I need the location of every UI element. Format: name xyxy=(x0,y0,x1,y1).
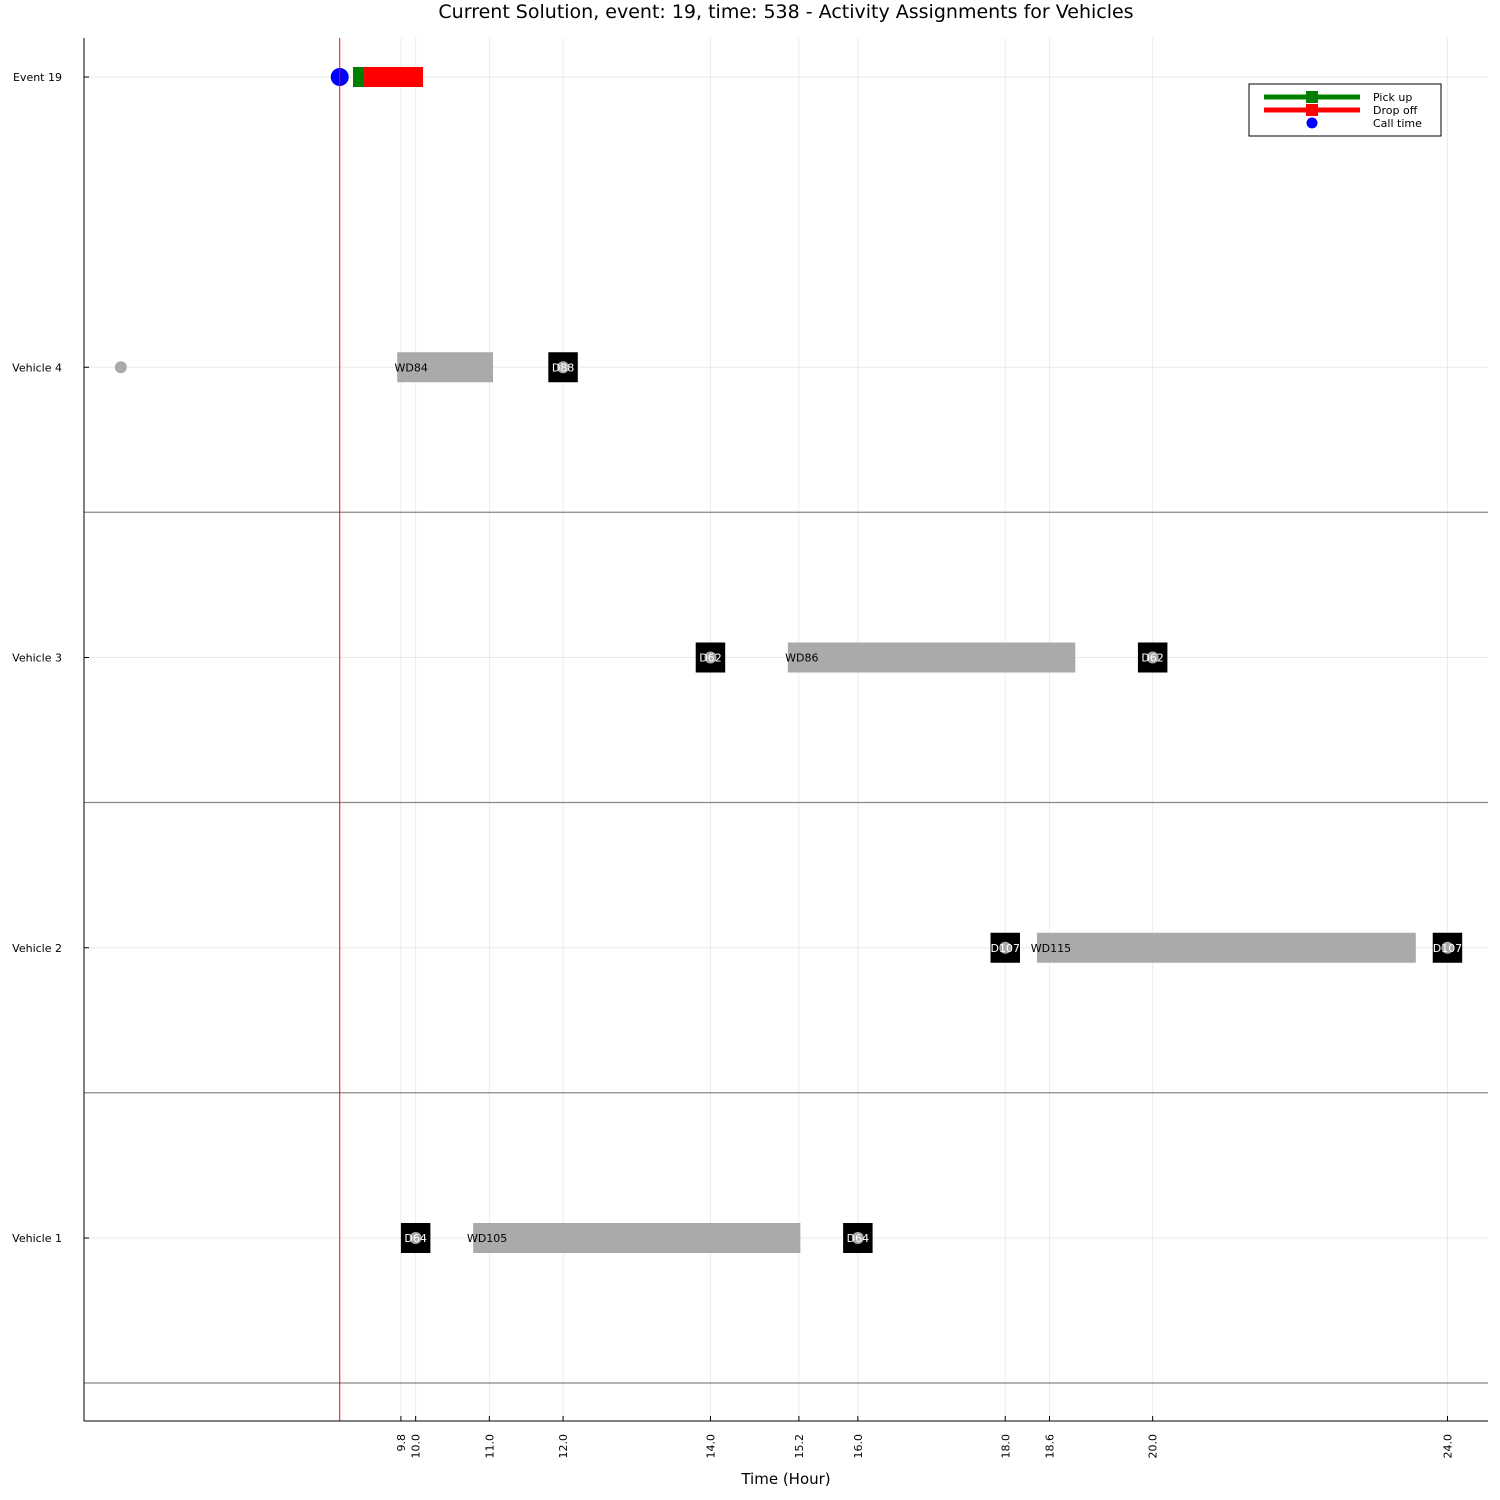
activity-bar xyxy=(473,1223,801,1253)
activity-marker xyxy=(1441,941,1454,954)
y-tick-label: Event 19 xyxy=(13,71,62,84)
activity-bar xyxy=(397,352,494,383)
axes xyxy=(83,38,1488,1422)
x-tick-label: 16.0 xyxy=(852,1434,865,1459)
x-tick-label: 12.0 xyxy=(557,1434,570,1459)
activity-bar xyxy=(1036,932,1416,963)
x-tick-label: 14.0 xyxy=(704,1434,717,1459)
activity-marker xyxy=(851,1232,864,1244)
x-tick-label: 11.0 xyxy=(483,1434,496,1459)
activity-marker xyxy=(704,651,717,664)
x-tick-labels: 9.8 10.0 11.0 12.0 14.0 15.2 16.0 18.0 18.6 20.0 2… xyxy=(395,1416,1454,1459)
dropoff-bar xyxy=(364,67,424,87)
grid-lines xyxy=(84,38,1488,1421)
x-tick-label: 18.6 xyxy=(1043,1434,1056,1459)
event-row-marks xyxy=(330,67,424,87)
activity-bar xyxy=(787,642,1076,673)
y-tick-labels: Event 19 Vehicle 4 Vehicle 3 Vehicle 2 Vehic… xyxy=(12,71,89,1245)
activity-marker xyxy=(1146,651,1159,664)
x-tick-label: 10.0 xyxy=(410,1434,423,1459)
activity-marker xyxy=(557,361,570,374)
activity-label: D64 xyxy=(847,1232,869,1245)
activity-label: D64 xyxy=(404,1232,426,1245)
activity-marker xyxy=(999,941,1012,954)
x-tick-label: 20.0 xyxy=(1147,1434,1160,1459)
activity-label: D107 xyxy=(991,942,1020,955)
activity-bars: WD84 D88 D62 WD86 D62 D107 WD115 D107 D64 WD105 D6… xyxy=(114,352,1463,1253)
x-tick-label: 18.0 xyxy=(999,1434,1012,1459)
y-tick-label: Vehicle 1 xyxy=(12,1232,62,1245)
legend-label: Call time xyxy=(1373,117,1422,130)
activity-label: D62 xyxy=(1141,652,1163,665)
activity-label: WD115 xyxy=(1031,942,1071,955)
legend-label: Pick up xyxy=(1373,91,1412,104)
y-tick-label: Vehicle 3 xyxy=(12,652,62,665)
y-tick-label: Vehicle 2 xyxy=(12,942,62,955)
y-tick-label: Vehicle 4 xyxy=(12,361,62,374)
chart-title: Current Solution, event: 19, time: 538 -… xyxy=(438,1,1133,23)
pickup-bar xyxy=(353,67,365,87)
activity-label: WD84 xyxy=(395,361,428,374)
x-tick-label: 15.2 xyxy=(793,1434,806,1459)
activity-label: D107 xyxy=(1433,942,1462,955)
activity-label: WD105 xyxy=(467,1232,507,1245)
legend-square-marker xyxy=(1306,91,1318,103)
legend-label: Drop off xyxy=(1373,104,1418,117)
activity-label: WD86 xyxy=(785,652,818,665)
activity-label: D88 xyxy=(552,361,574,374)
x-axis-label: Time (Hour) xyxy=(740,1470,830,1488)
row-separators xyxy=(84,511,1488,1384)
x-tick-label: 9.8 xyxy=(395,1434,408,1452)
activity-marker xyxy=(409,1232,422,1244)
legend-circle-marker xyxy=(1306,117,1318,129)
legend-square-marker xyxy=(1306,104,1318,116)
x-tick-label: 24.0 xyxy=(1441,1434,1454,1459)
vehicle-start-point xyxy=(114,361,127,374)
activity-label: D62 xyxy=(699,652,721,665)
